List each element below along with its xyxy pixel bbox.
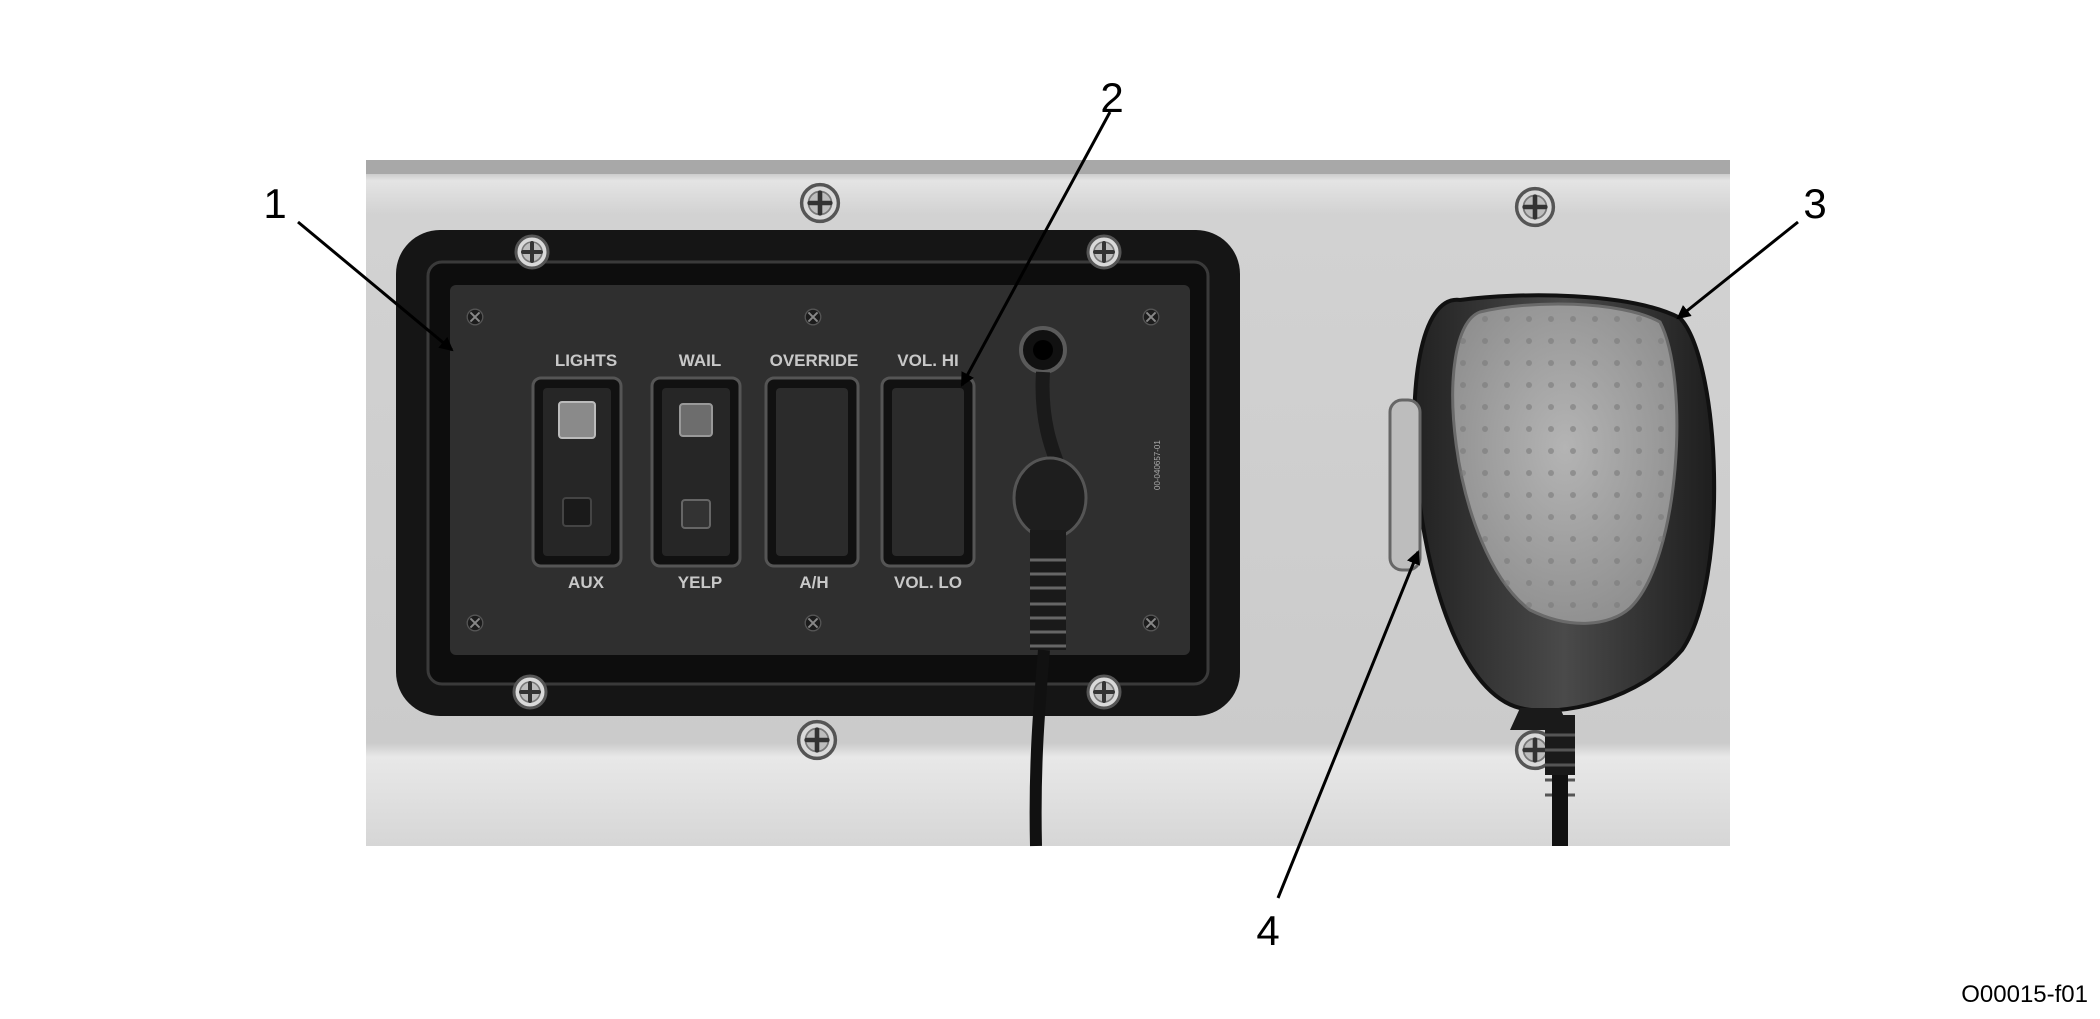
part-number: 00-040657-01 bbox=[1153, 440, 1162, 490]
switch-label-vol-hi: VOL. HI bbox=[897, 351, 958, 370]
rocker-switch-lights-aux[interactable] bbox=[531, 376, 623, 568]
switch-label-ah: A/H bbox=[799, 573, 828, 592]
arrow-icon bbox=[960, 111, 1112, 387]
rocker-switch-volume[interactable] bbox=[880, 376, 976, 568]
indicator-icon bbox=[679, 403, 713, 437]
screw-icon bbox=[1142, 614, 1160, 632]
rocker-switch-override-ah[interactable] bbox=[764, 376, 860, 568]
switch-label-wail: WAIL bbox=[679, 351, 722, 370]
arrow-icon bbox=[1676, 220, 1799, 320]
mic-cable bbox=[1029, 649, 1050, 847]
screw-icon bbox=[804, 614, 822, 632]
callout-1: 1 bbox=[263, 180, 286, 227]
mic-plug bbox=[1012, 456, 1088, 540]
indicator-icon bbox=[558, 401, 596, 439]
switch-label-lights: LIGHTS bbox=[555, 351, 617, 370]
screw-icon bbox=[802, 185, 839, 222]
screw-icon bbox=[1517, 189, 1554, 226]
screw-icon bbox=[466, 308, 484, 326]
microphone[interactable] bbox=[1388, 293, 1717, 846]
callout-4: 4 bbox=[1256, 907, 1279, 954]
callout-3: 3 bbox=[1803, 180, 1826, 227]
mic-cord bbox=[1552, 775, 1568, 846]
arrow-icon bbox=[1276, 550, 1420, 899]
figure-id: O00015-f01 bbox=[1961, 981, 2088, 1008]
switch-label-override: OVERRIDE bbox=[770, 351, 859, 370]
screw-icon bbox=[799, 722, 836, 759]
screw-icon bbox=[466, 614, 484, 632]
callout-leaders bbox=[297, 111, 1799, 899]
screw-icon bbox=[1086, 674, 1122, 710]
switch-label-vol-lo: VOL. LO bbox=[894, 573, 962, 592]
arrow-icon bbox=[297, 220, 454, 352]
indicator-icon bbox=[681, 499, 711, 529]
screw-icon bbox=[1086, 234, 1122, 270]
indicator-icon bbox=[562, 497, 592, 527]
switch-label-aux: AUX bbox=[568, 573, 605, 592]
push-to-talk-button[interactable] bbox=[1388, 398, 1422, 572]
screw-icon bbox=[514, 234, 550, 270]
screw-icon bbox=[1142, 308, 1160, 326]
screw-icon bbox=[512, 674, 548, 710]
siren-control-panel: LIGHTS WAIL OVERRIDE VOL. HI AUX YELP A/ bbox=[396, 230, 1240, 716]
callout-2: 2 bbox=[1100, 74, 1123, 121]
screw-icon bbox=[804, 308, 822, 326]
switch-label-yelp: YELP bbox=[678, 573, 722, 592]
rocker-switch-wail-yelp[interactable] bbox=[650, 376, 742, 568]
